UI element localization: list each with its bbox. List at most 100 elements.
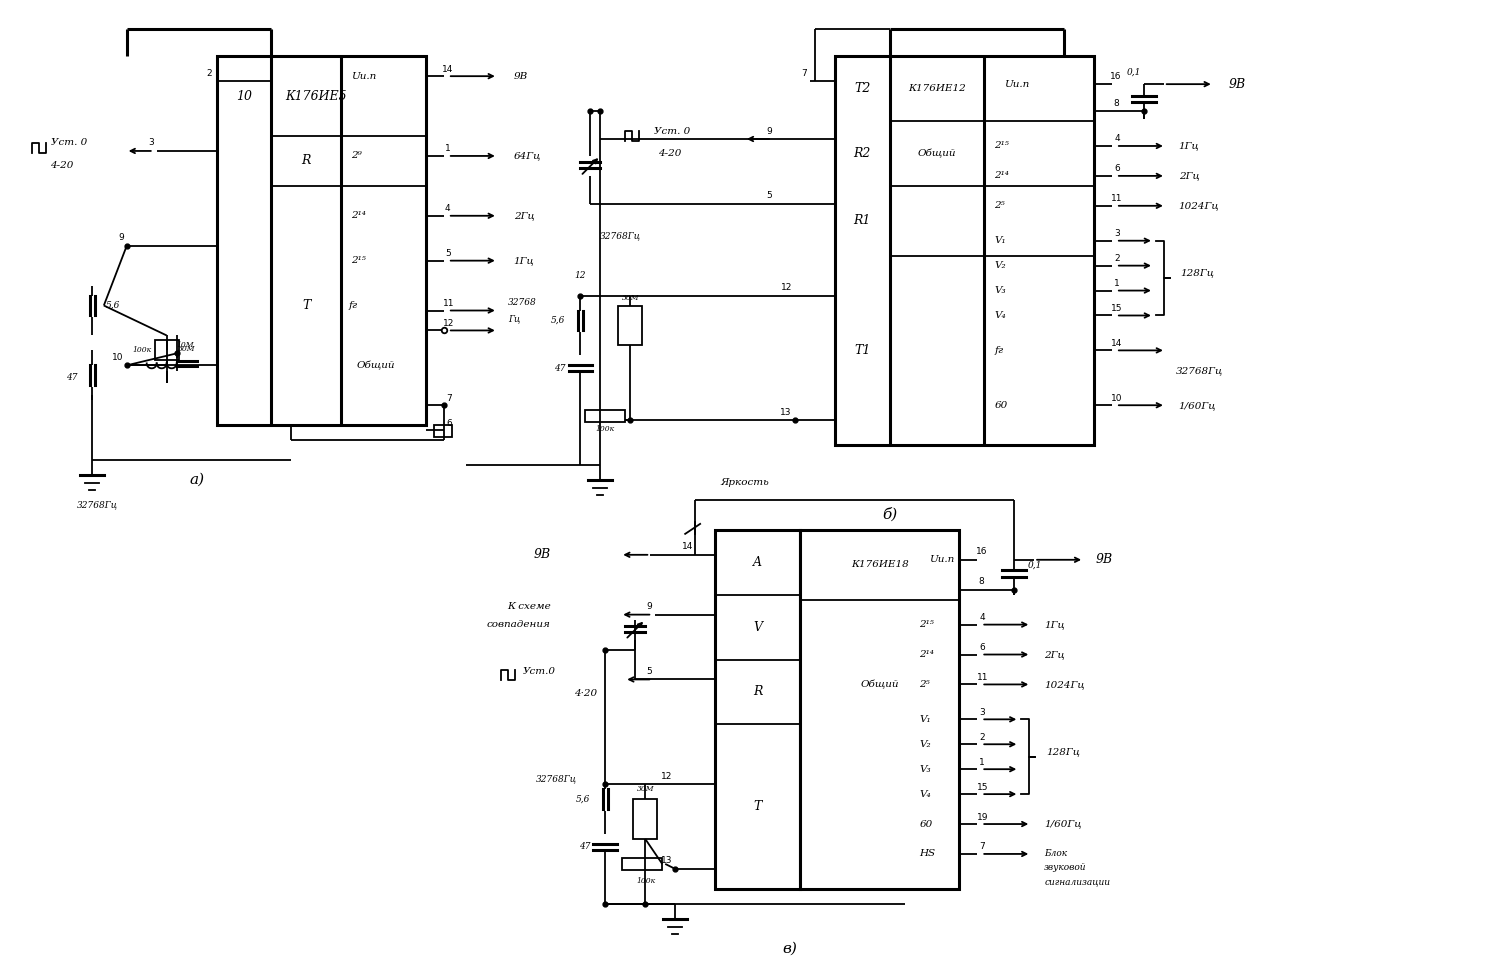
Text: Общий: Общий: [917, 149, 956, 158]
Text: Яркость: Яркость: [720, 478, 769, 486]
Bar: [586, 411, 625, 422]
Text: V₄: V₄: [994, 311, 1006, 320]
Text: НS: НS: [920, 849, 936, 858]
Text: 14: 14: [443, 64, 453, 74]
Text: 60: 60: [920, 819, 933, 829]
Text: 3: 3: [148, 138, 154, 148]
Text: 1Гц: 1Гц: [1179, 141, 1200, 151]
Text: T1: T1: [854, 343, 871, 357]
Text: 14: 14: [681, 542, 693, 552]
Text: Уст. 0: Уст. 0: [51, 138, 86, 148]
Text: 15: 15: [1111, 304, 1123, 313]
Text: 12: 12: [780, 283, 792, 292]
Text: 2Гц: 2Гц: [1179, 171, 1200, 180]
Text: V₃: V₃: [920, 765, 930, 774]
Text: 5: 5: [766, 192, 772, 200]
Text: 1024Гц: 1024Гц: [1044, 680, 1085, 689]
Text: 1: 1: [444, 144, 450, 154]
Text: 1/60Гц: 1/60Гц: [1044, 819, 1081, 829]
Text: 15: 15: [977, 782, 989, 792]
Text: 2¹⁵: 2¹⁵: [920, 620, 935, 630]
Text: 2¹⁴: 2¹⁴: [920, 650, 935, 659]
Text: К176ИЕ5: К176ИЕ5: [285, 90, 347, 102]
Text: 10M: 10M: [176, 342, 194, 349]
Text: 14: 14: [1111, 339, 1123, 348]
Text: К176ИЕ12: К176ИЕ12: [908, 84, 966, 93]
Text: 6: 6: [446, 418, 452, 428]
Text: 128Гц: 128Гц: [1181, 269, 1215, 277]
Text: T: T: [303, 299, 310, 312]
Text: Уст. 0: Уст. 0: [655, 126, 690, 135]
Text: 2⁵: 2⁵: [994, 201, 1005, 210]
Bar: [622, 858, 662, 870]
Text: 47: 47: [579, 843, 590, 851]
Text: R: R: [301, 155, 312, 167]
Text: 2: 2: [980, 733, 986, 741]
Text: 32768: 32768: [507, 298, 537, 307]
Text: 6: 6: [1114, 164, 1120, 173]
Text: 13: 13: [661, 856, 672, 865]
Text: 60: 60: [994, 401, 1008, 410]
Text: 9: 9: [647, 602, 652, 611]
Text: fг: fг: [349, 301, 358, 310]
Text: 32768Гц: 32768Гц: [535, 775, 577, 783]
Bar: [216, 56, 426, 425]
Text: 2¹⁴: 2¹⁴: [350, 211, 365, 220]
Bar: [716, 530, 799, 889]
Text: 7: 7: [446, 394, 452, 403]
Text: T: T: [753, 800, 762, 813]
Text: 32768Гц: 32768Гц: [78, 500, 118, 510]
Text: 1Гц: 1Гц: [514, 256, 534, 266]
Text: 1/60Гц: 1/60Гц: [1179, 401, 1217, 410]
Text: 12: 12: [661, 772, 672, 780]
Text: 11: 11: [443, 299, 455, 308]
Text: 128Гц: 128Гц: [1047, 747, 1079, 756]
Text: V₂: V₂: [994, 261, 1006, 270]
Text: 12: 12: [443, 319, 455, 328]
Text: V₁: V₁: [920, 715, 930, 724]
Text: A: A: [753, 556, 762, 569]
Text: 9В: 9В: [1229, 78, 1246, 90]
Text: 2: 2: [1114, 254, 1120, 263]
Text: Uи.п: Uи.п: [350, 72, 376, 81]
Bar: [619, 306, 643, 345]
Text: совпадения: совпадения: [486, 620, 550, 630]
Bar: [634, 799, 658, 839]
Text: 30M: 30M: [637, 785, 655, 793]
Text: К176ИЕ18: К176ИЕ18: [851, 560, 908, 569]
Text: сигнализации: сигнализации: [1044, 878, 1111, 886]
Text: 19: 19: [977, 812, 989, 821]
Text: 1024Гц: 1024Гц: [1179, 201, 1220, 210]
Text: 7: 7: [801, 69, 807, 78]
Text: 64Гц: 64Гц: [514, 152, 541, 161]
Text: 7: 7: [980, 843, 986, 851]
Text: 100к: 100к: [596, 425, 614, 433]
Bar: [155, 341, 179, 360]
Text: 16: 16: [1111, 72, 1121, 81]
Bar: [835, 56, 1094, 445]
Text: 6: 6: [980, 643, 986, 652]
Text: 100к: 100к: [133, 346, 152, 354]
Text: 2Гц: 2Гц: [1044, 650, 1065, 659]
Text: б): б): [883, 508, 898, 523]
Text: T2: T2: [854, 82, 871, 95]
Text: Гц: Гц: [507, 314, 520, 323]
Text: 4: 4: [980, 613, 986, 622]
Text: а): а): [189, 473, 204, 487]
Text: R: R: [753, 685, 762, 699]
Text: 9В: 9В: [534, 549, 550, 561]
Text: 2⁵: 2⁵: [920, 680, 930, 689]
Text: 2¹⁵: 2¹⁵: [350, 256, 365, 266]
Text: 5,6: 5,6: [106, 301, 121, 310]
Text: 0,1: 0,1: [1127, 68, 1141, 77]
Text: Общий: Общий: [860, 680, 899, 689]
Text: 1: 1: [980, 758, 986, 767]
Text: Общий: Общий: [356, 361, 395, 370]
Text: Uи.п: Uи.п: [929, 556, 954, 564]
Bar: [434, 425, 452, 437]
Text: R1: R1: [853, 214, 871, 228]
Text: Уст.0: Уст.0: [522, 667, 556, 676]
Text: 9: 9: [118, 234, 124, 242]
Text: V₂: V₂: [920, 739, 930, 749]
Text: 4: 4: [1114, 134, 1120, 143]
